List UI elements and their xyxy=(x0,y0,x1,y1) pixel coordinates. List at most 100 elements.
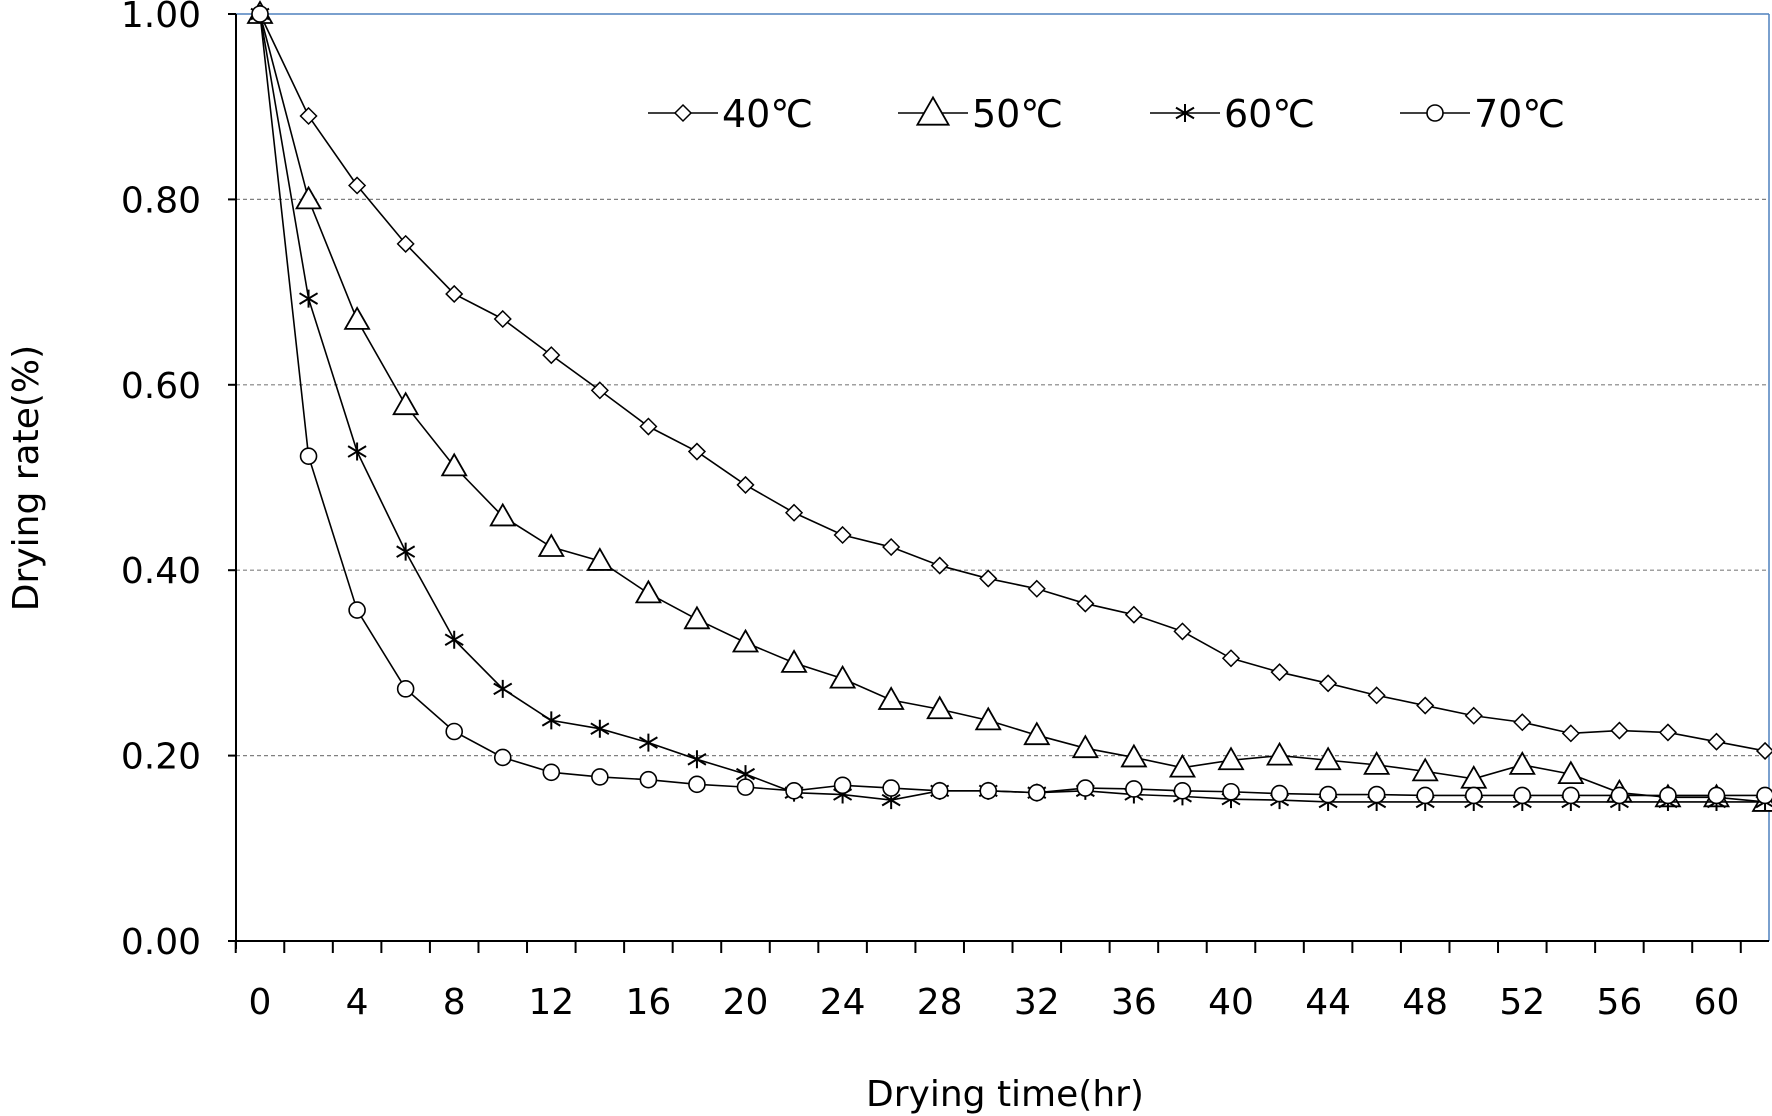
circle-marker xyxy=(833,776,852,795)
triangle-marker xyxy=(1265,741,1294,766)
x-tick-label: 52 xyxy=(1499,982,1545,1023)
diamond-marker xyxy=(784,503,804,522)
asterisk-marker xyxy=(299,289,319,308)
diamond-marker xyxy=(882,537,901,557)
grid-lines xyxy=(236,198,1769,757)
circle-marker xyxy=(1028,783,1046,802)
x-tick-label: 4 xyxy=(346,982,369,1023)
circle-marker xyxy=(785,782,803,800)
diamond-marker xyxy=(1270,663,1289,682)
diamond-marker xyxy=(590,381,609,400)
triangle-marker xyxy=(1314,746,1342,771)
y-tick-label: 0.20 xyxy=(121,737,201,778)
triangle-marker xyxy=(1071,734,1099,759)
x-tick-label: 8 xyxy=(443,982,466,1023)
diamond-marker xyxy=(396,234,415,253)
asterisk-marker xyxy=(541,711,561,730)
circle-marker xyxy=(251,5,269,23)
circle-marker xyxy=(1319,785,1337,804)
triangle-marker xyxy=(1411,757,1439,782)
diamond-marker xyxy=(1610,721,1629,740)
legend-item: 60℃ xyxy=(1150,92,1315,136)
diamond-marker xyxy=(736,475,755,494)
triangle-marker xyxy=(915,95,951,126)
circle-marker xyxy=(1367,785,1386,804)
triangle-marker xyxy=(926,695,954,720)
diamond-marker xyxy=(1658,723,1678,742)
legend-label: 70℃ xyxy=(1474,92,1565,136)
diamond-marker xyxy=(1319,674,1338,693)
circle-marker xyxy=(591,768,609,786)
circle-marker xyxy=(1076,779,1095,797)
legend-item: 50℃ xyxy=(898,92,1063,136)
triangle-marker xyxy=(1023,721,1051,746)
diamond-marker xyxy=(1513,713,1532,732)
triangle-marker xyxy=(294,185,323,210)
diamond-marker xyxy=(639,417,658,436)
triangle-marker xyxy=(731,628,760,653)
circle-marker xyxy=(882,779,900,797)
diamond-marker xyxy=(1027,579,1046,598)
series-70c xyxy=(251,5,1772,805)
triangle-marker xyxy=(1120,743,1148,768)
x-axis-title: Drying time(hr) xyxy=(866,1074,1144,1115)
circle-marker xyxy=(930,782,949,800)
circle-marker xyxy=(688,775,706,794)
y-tick-label: 0.80 xyxy=(121,180,201,221)
asterisk-marker xyxy=(396,542,416,561)
asterisk-marker xyxy=(687,750,707,769)
triangle-marker xyxy=(829,664,857,689)
triangle-marker xyxy=(634,579,662,604)
x-tick-label: 28 xyxy=(917,982,963,1023)
circle-marker xyxy=(445,722,464,741)
diamond-marker xyxy=(493,309,512,329)
diamond-marker xyxy=(1416,696,1435,715)
y-axis-title: Drying rate(%) xyxy=(6,345,47,611)
circle-marker xyxy=(979,782,998,800)
x-tick-label: 20 xyxy=(723,982,769,1023)
triangle-marker xyxy=(780,649,808,673)
circle-marker xyxy=(1270,784,1289,803)
circle-marker xyxy=(1426,104,1444,122)
asterisk-marker xyxy=(1175,104,1195,122)
diamond-marker xyxy=(1221,649,1241,668)
circle-marker xyxy=(542,763,561,782)
circle-marker xyxy=(396,680,415,698)
diamond-marker xyxy=(1561,724,1580,743)
series-group xyxy=(246,0,1772,812)
diamond-marker xyxy=(348,176,367,195)
triangle-marker xyxy=(1217,746,1245,771)
series-50c xyxy=(246,0,1772,812)
circle-marker xyxy=(1513,786,1532,805)
circle-marker xyxy=(1610,786,1629,805)
triangle-marker xyxy=(440,452,468,477)
circle-marker xyxy=(1756,786,1772,805)
diamond-marker xyxy=(1707,732,1726,751)
circle-marker xyxy=(299,447,318,465)
circle-marker xyxy=(348,601,366,619)
triangle-marker xyxy=(1557,760,1585,785)
diamond-marker xyxy=(979,569,998,588)
series-40c xyxy=(250,4,1772,761)
x-tick-label: 56 xyxy=(1596,982,1642,1023)
triangle-marker xyxy=(1363,751,1391,775)
diamond-marker xyxy=(1755,741,1772,761)
legend-label: 40℃ xyxy=(722,92,813,136)
circle-marker xyxy=(1416,786,1434,805)
y-tick-label: 0.40 xyxy=(121,551,201,592)
x-tick-label: 60 xyxy=(1694,982,1740,1023)
circle-marker xyxy=(736,778,755,796)
x-tick-label: 32 xyxy=(1014,982,1060,1023)
x-tick-label: 24 xyxy=(820,982,866,1023)
circle-marker xyxy=(1562,786,1580,805)
triangle-marker xyxy=(974,706,1002,731)
diamond-marker xyxy=(687,442,707,461)
x-tick-label: 12 xyxy=(528,982,574,1023)
triangle-marker xyxy=(489,502,517,527)
axes: 0.000.200.400.600.801.000 4 8 12 16 20 24 28 32 3… xyxy=(121,0,1770,1023)
triangle-marker xyxy=(586,547,614,571)
circle-marker xyxy=(1222,782,1240,801)
series-line xyxy=(259,13,1766,752)
diamond-marker xyxy=(1124,605,1143,624)
